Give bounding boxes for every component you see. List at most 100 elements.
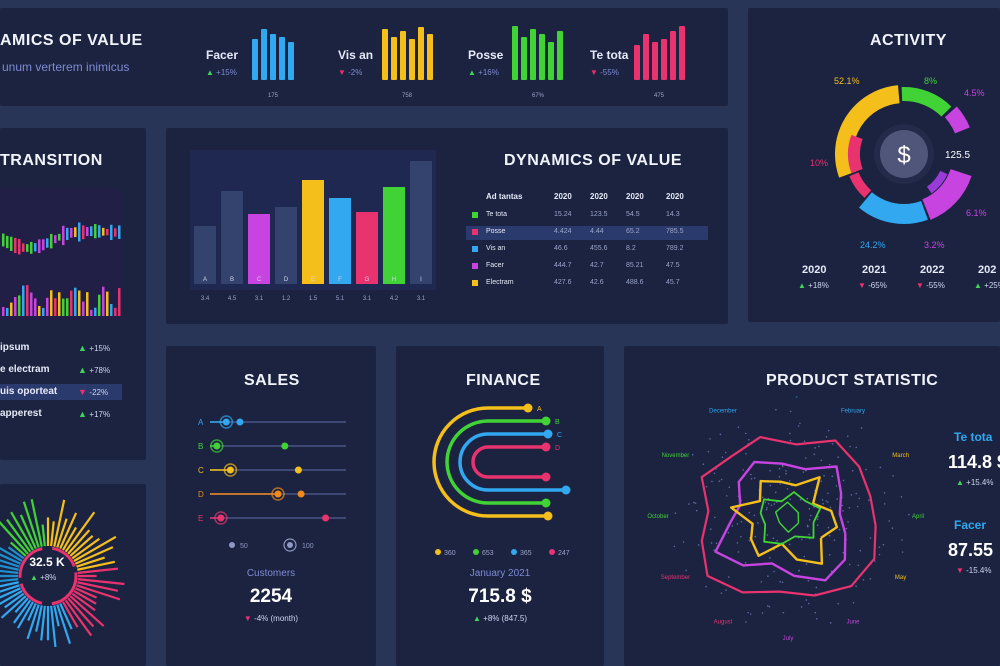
dynamics-bar xyxy=(329,198,351,284)
dynamics-bar-letter: G xyxy=(365,277,370,283)
product-scatter-dot xyxy=(805,599,808,601)
dynamics-bar-letter: I xyxy=(420,277,422,283)
product-scatter-dot xyxy=(705,585,707,588)
dynamics-bar-foot: 3.4 xyxy=(201,296,210,302)
product-scatter-dot xyxy=(702,463,705,466)
product-scatter-dot xyxy=(707,450,710,453)
finance-arc-end xyxy=(523,403,533,413)
product-scatter-dot xyxy=(857,564,860,567)
product-scatter-dot xyxy=(799,498,802,501)
product-scatter-dot xyxy=(835,485,838,487)
product-side-change-row: ▼ -15.4% xyxy=(956,566,992,575)
transition-candle xyxy=(2,233,5,247)
product-scatter-dot xyxy=(842,510,844,512)
product-radar-shape xyxy=(700,436,877,597)
radial-spoke xyxy=(50,605,57,648)
finance-arc-end xyxy=(541,472,551,482)
transition-volume-bar xyxy=(98,294,101,316)
sales-legend-label: 50 xyxy=(240,543,248,550)
transition-volume-bar xyxy=(14,297,17,316)
product-month-label: September xyxy=(661,575,690,581)
activity-arc-segment xyxy=(835,85,900,178)
transition-volume-bar xyxy=(2,306,5,316)
metric-name: Posse xyxy=(468,48,504,62)
product-scatter-dot xyxy=(908,513,910,516)
transition-row-change: +15% xyxy=(89,344,111,353)
metric-bar xyxy=(409,39,415,80)
product-scatter-dot xyxy=(769,469,771,472)
product-scatter-dot xyxy=(900,496,903,498)
radial-panel: 32.5 K ▲ +8% xyxy=(0,484,146,666)
sales-handle-ring xyxy=(210,439,224,453)
finance-panel: FINANCE A B C D 360 653 365 247 January 2021 71… xyxy=(396,346,604,666)
product-scatter-dot xyxy=(710,542,713,544)
finance-arc-end xyxy=(541,498,551,508)
product-scatter-dot xyxy=(827,492,829,495)
dynamics-cell: 4.424 xyxy=(554,228,572,235)
product-scatter-dot xyxy=(782,611,785,614)
down-arrow-icon: ▼ xyxy=(243,614,252,623)
transition-volume-bar xyxy=(62,298,65,316)
dynamics-cell: 54.5 xyxy=(626,211,640,218)
metric-change: -55% xyxy=(600,68,619,77)
transition-row-label: apperest xyxy=(0,408,42,419)
finance-legend-label: 653 xyxy=(482,550,494,557)
sales-title: SALES xyxy=(244,372,300,389)
product-scatter-dot xyxy=(770,504,773,506)
sales-handle-ring xyxy=(271,487,285,501)
transition-candle xyxy=(22,243,25,252)
sales-row-letter: D xyxy=(198,490,204,499)
radial-spoke xyxy=(7,546,25,560)
transition-row-change-row: ▲ +17% xyxy=(78,409,110,419)
metric-bar xyxy=(530,29,536,80)
radial-spoke xyxy=(56,518,68,548)
transition-volume-bar xyxy=(58,292,61,316)
product-scatter-dot xyxy=(773,570,775,573)
dynamics-cell: 42.7 xyxy=(590,262,604,269)
product-scatter-dot xyxy=(813,453,816,456)
metric-bar xyxy=(391,37,397,80)
dynamics-cell: 789.2 xyxy=(666,245,684,252)
product-scatter-dot xyxy=(815,586,818,589)
metric-change: +15% xyxy=(216,68,237,77)
transition-candle xyxy=(38,239,41,254)
product-scatter-dot xyxy=(837,602,840,605)
product-scatter-dot xyxy=(789,410,792,413)
radial-spoke xyxy=(0,559,20,568)
transition-row-change-row: ▲ +15% xyxy=(78,343,110,353)
product-scatter-dot xyxy=(799,422,801,425)
product-scatter-dot xyxy=(845,527,848,530)
down-arrow-icon: ▼ xyxy=(78,387,90,397)
product-scatter-dot xyxy=(879,466,882,469)
activity-arc-segment xyxy=(944,106,970,134)
dynamics-cell: 785.5 xyxy=(666,228,684,235)
up-arrow-icon: ▲ xyxy=(78,365,90,375)
finance-change-row: ▲ +8% (847.5) xyxy=(396,614,604,623)
sales-handle xyxy=(222,418,230,426)
product-scatter-dot xyxy=(849,445,851,448)
product-scatter-dot xyxy=(785,472,787,475)
radial-spoke xyxy=(67,529,91,555)
dynamics-cell: 65.2 xyxy=(626,228,640,235)
finance-legend-dot xyxy=(435,549,441,555)
header-title: AMICS OF VALUE xyxy=(0,32,143,49)
product-scatter-dot xyxy=(847,521,849,523)
dynamics-bar-letter: A xyxy=(203,277,207,283)
finance-arc-end xyxy=(541,442,551,452)
metric-bar xyxy=(279,37,285,80)
product-scatter-dot xyxy=(868,499,870,502)
transition-candle xyxy=(54,235,57,244)
radial-spoke xyxy=(14,597,29,613)
transition-candle xyxy=(102,227,105,236)
product-scatter-dot xyxy=(878,546,881,548)
activity-arc-segment xyxy=(926,170,948,194)
dollar-coin-icon xyxy=(880,130,928,178)
dynamics-bar xyxy=(383,187,405,284)
transition-row-label: e electram xyxy=(0,364,50,375)
product-scatter-dot xyxy=(816,618,818,620)
finance-value: 715.8 $ xyxy=(468,586,532,607)
product-scatter-dot xyxy=(753,514,756,517)
product-scatter-dot xyxy=(674,512,677,514)
radial-spoke xyxy=(76,556,106,568)
metric-change-row: ▲ +16% xyxy=(468,68,499,77)
